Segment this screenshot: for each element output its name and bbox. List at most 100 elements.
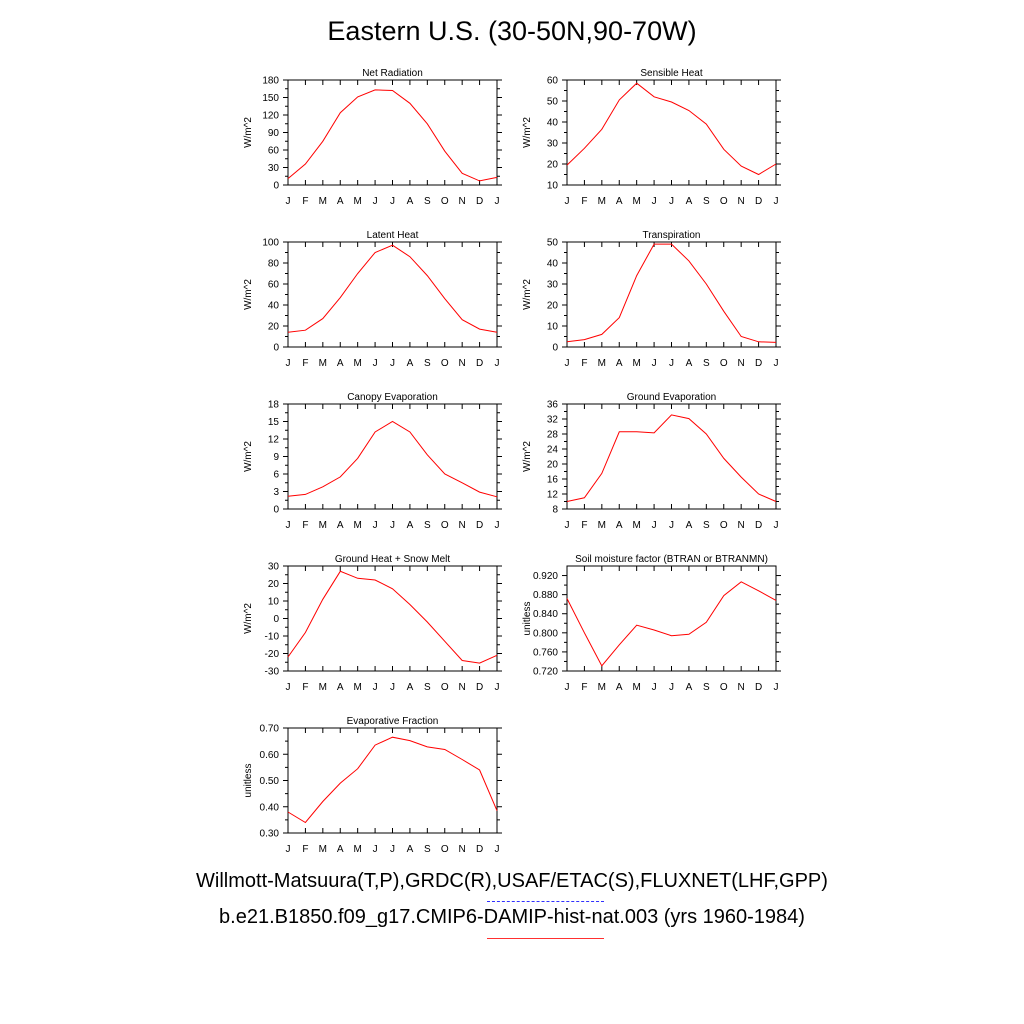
y-tick-label: 30 (268, 163, 280, 174)
y-tick-label: 20 (547, 460, 559, 471)
y-tick-label: 10 (547, 181, 559, 192)
chart-title: Net Radiation (362, 68, 423, 79)
x-tick-label: D (476, 682, 483, 693)
y-tick-label: 9 (273, 452, 279, 463)
chart-title: Soil moisture factor (BTRAN or BTRANMN) (575, 554, 768, 565)
y-tick-label: 16 (547, 475, 559, 486)
x-tick-label: J (495, 682, 500, 693)
y-tick-label: 20 (547, 301, 559, 312)
legend-model-swatch (487, 938, 604, 939)
x-tick-label: F (581, 682, 587, 693)
x-tick-label: O (441, 682, 449, 693)
plot-frame (287, 727, 498, 834)
x-tick-label: O (441, 844, 449, 855)
x-tick-label: N (459, 358, 466, 369)
x-tick-label: A (686, 196, 693, 207)
x-tick-label: D (476, 844, 483, 855)
x-tick-label: F (581, 196, 587, 207)
plot-frame (566, 565, 777, 672)
x-tick-label: J (286, 520, 291, 531)
y-tick-label: 0.720 (533, 667, 558, 678)
x-tick-label: A (686, 358, 693, 369)
x-tick-label: J (669, 196, 674, 207)
y-tick-label: 28 (547, 430, 559, 441)
y-axis-label: W/m^2 (243, 279, 254, 310)
legend-obs-swatch (487, 901, 604, 902)
x-tick-label: A (407, 844, 414, 855)
y-tick-label: 12 (268, 435, 280, 446)
series-line-1 (287, 244, 498, 333)
x-tick-label: M (353, 682, 361, 693)
x-tick-label: J (652, 196, 657, 207)
y-tick-label: 80 (268, 259, 280, 270)
x-tick-label: J (495, 196, 500, 207)
series-line-1 (287, 570, 498, 664)
x-tick-label: M (319, 844, 327, 855)
x-tick-label: M (319, 358, 327, 369)
y-axis-label: W/m^2 (522, 117, 533, 148)
x-tick-label: M (353, 196, 361, 207)
chart-title: Canopy Evaporation (347, 392, 438, 403)
x-tick-label: M (632, 682, 640, 693)
x-tick-label: J (669, 358, 674, 369)
y-tick-label: 20 (268, 579, 280, 590)
x-tick-label: A (407, 358, 414, 369)
x-tick-label: J (669, 682, 674, 693)
y-tick-label: 20 (547, 160, 559, 171)
x-tick-label: O (441, 358, 449, 369)
plot-frame (566, 403, 777, 510)
y-tick-label: 8 (552, 505, 558, 516)
legend-obs-label: Willmott-Matsuura(T,P),GRDC(R),USAF/ETAC… (196, 870, 828, 892)
y-axis-label: W/m^2 (522, 279, 533, 310)
x-tick-label: J (774, 682, 779, 693)
y-tick-label: 0.760 (533, 647, 558, 658)
x-tick-label: A (686, 682, 693, 693)
series-line-1 (566, 414, 777, 502)
x-tick-label: M (353, 844, 361, 855)
x-tick-label: J (373, 682, 378, 693)
x-tick-label: M (319, 520, 327, 531)
chart-title: Sensible Heat (640, 68, 702, 79)
x-tick-label: N (738, 358, 745, 369)
x-tick-label: A (337, 358, 344, 369)
y-tick-label: 20 (268, 322, 280, 333)
y-tick-label: 0.70 (260, 724, 280, 735)
y-tick-label: 10 (547, 322, 559, 333)
y-tick-label: 0.840 (533, 609, 558, 620)
x-tick-label: A (686, 520, 693, 531)
x-tick-label: J (373, 844, 378, 855)
y-tick-label: 120 (262, 111, 279, 122)
plot-frame (287, 241, 498, 348)
y-tick-label: 40 (547, 118, 559, 129)
y-axis-label: W/m^2 (243, 603, 254, 634)
y-tick-label: 50 (547, 238, 559, 249)
x-tick-label: M (632, 520, 640, 531)
x-tick-label: J (390, 196, 395, 207)
y-tick-label: 40 (547, 259, 559, 270)
y-tick-label: 3 (273, 487, 279, 498)
x-tick-label: A (616, 682, 623, 693)
x-tick-label: M (319, 682, 327, 693)
x-tick-label: M (598, 520, 606, 531)
x-tick-label: J (286, 844, 291, 855)
x-tick-label: F (302, 358, 308, 369)
y-tick-label: 0 (273, 614, 279, 625)
series-line-1 (566, 243, 777, 343)
y-tick-label: 40 (268, 301, 280, 312)
x-tick-label: N (738, 520, 745, 531)
y-tick-label: 0 (273, 343, 279, 354)
x-tick-label: S (424, 358, 431, 369)
chart-title: Ground Heat + Snow Melt (335, 554, 451, 565)
plot-frame (287, 565, 498, 672)
series-line-1 (287, 420, 498, 498)
plot-frame (287, 403, 498, 510)
x-tick-label: F (581, 520, 587, 531)
x-tick-label: J (565, 682, 570, 693)
chart-title: Latent Heat (367, 230, 419, 241)
x-tick-label: A (337, 682, 344, 693)
